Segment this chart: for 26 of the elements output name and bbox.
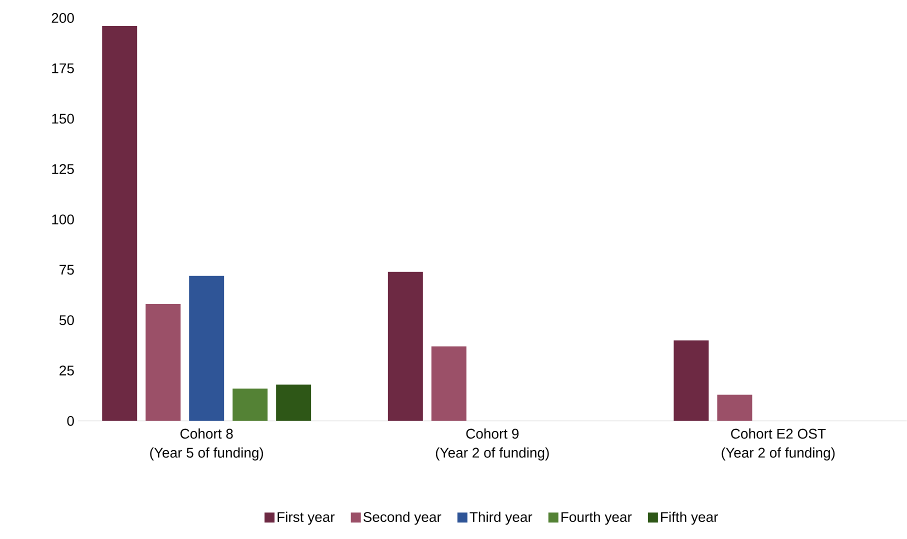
bar xyxy=(232,388,268,421)
legend-label: Fourth year xyxy=(562,512,632,525)
bar xyxy=(276,384,312,421)
y-tick-label: 50 xyxy=(59,315,74,326)
y-tick-label: 150 xyxy=(52,114,74,124)
y-tick-label: 75 xyxy=(60,264,74,275)
bar xyxy=(431,346,466,421)
legend-label: First year xyxy=(278,512,335,525)
y-tick-label: 25 xyxy=(60,366,74,376)
bar xyxy=(102,26,138,421)
y-tick-label: 0 xyxy=(67,416,74,426)
x-tick-label: Cohort 8 (Year 5 of funding) xyxy=(150,428,264,461)
x-tick-label: Cohort 9 (Year 2 of funding) xyxy=(436,428,549,461)
bar xyxy=(674,340,709,421)
y-tick-label: 175 xyxy=(52,64,74,74)
legend-label: Second year xyxy=(363,512,442,525)
legend-label: Third year xyxy=(470,512,532,525)
bar xyxy=(146,304,181,421)
y-tick-label: 125 xyxy=(52,164,74,174)
bar xyxy=(189,276,224,421)
y-tick-label: 100 xyxy=(52,214,74,224)
bar xyxy=(388,272,423,421)
x-tick-label: Cohort E2 OST (Year 2 of funding) xyxy=(722,428,835,461)
legend-label: Fifth year xyxy=(661,512,718,525)
bar xyxy=(717,394,752,421)
y-tick-label: 200 xyxy=(52,13,74,24)
